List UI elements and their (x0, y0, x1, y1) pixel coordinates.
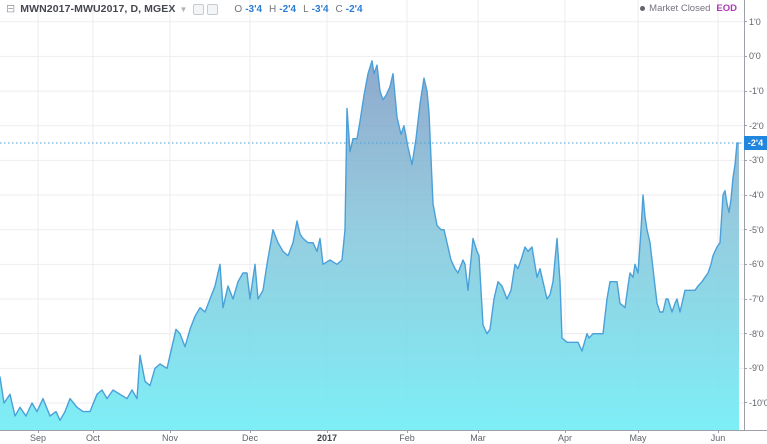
time-tick (93, 430, 94, 433)
chevron-down-icon[interactable]: ▼ (179, 4, 188, 14)
price-tick (744, 367, 747, 369)
time-tick-label: 2017 (316, 433, 338, 443)
time-tick (478, 430, 479, 433)
time-tick-label: Mar (470, 433, 486, 443)
chart-legend: ⊟ MWN2017-MWU2017, D, MGEX ▼ O -3'4 H -2'4 L… (6, 2, 363, 16)
ohlc-key: L (303, 3, 309, 15)
price-tick (744, 125, 747, 127)
collapse-legend-icon[interactable]: ⊟ (6, 2, 16, 15)
price-tick-label: 0'0 (749, 51, 761, 62)
time-tick-label: Nov (161, 433, 179, 443)
time-tick (407, 430, 408, 433)
price-tick-label: -7'0 (749, 294, 764, 304)
price-tick-label: -10'0 (749, 397, 767, 408)
price-tick-label: -4'0 (749, 190, 764, 201)
ohlc-key: O (234, 3, 243, 15)
ohlc-value: -2'4 (345, 3, 363, 15)
price-chart-pane[interactable] (0, 0, 744, 430)
time-tick-label: Sep (29, 433, 47, 443)
time-tick-label: Feb (399, 433, 415, 443)
time-tick (170, 430, 171, 433)
time-tick (327, 430, 328, 433)
time-tick (718, 430, 719, 433)
price-tick-label: -5'0 (749, 224, 764, 235)
eod-badge[interactable]: EOD (716, 3, 737, 14)
price-tick-label: -1'0 (749, 86, 764, 97)
ohlc-key: H (269, 3, 277, 15)
last-price-label: -2'4 (744, 136, 767, 151)
area-series-line (0, 60, 740, 421)
symbol-title[interactable]: MWN2017-MWU2017, D, MGEX (20, 3, 176, 15)
time-tick (250, 430, 251, 433)
price-tick (744, 402, 747, 404)
area-series-fill (0, 60, 739, 430)
market-status: Market Closed EOD (640, 3, 737, 14)
ohlc-key: C (335, 3, 343, 15)
price-tick-label: 1'0 (749, 16, 761, 27)
market-status-text: Market Closed (649, 3, 711, 14)
price-tick-label: -2'0 (749, 120, 764, 131)
time-tick-label: Jun (710, 433, 726, 443)
ohlc-value: -3'4 (245, 3, 263, 15)
market-closed-dot-icon (640, 6, 646, 11)
time-tick-label: Dec (241, 433, 259, 443)
time-tick-label: Oct (85, 433, 101, 443)
time-tick (638, 430, 639, 433)
ohlc-value: -2'4 (279, 3, 297, 15)
price-tick-label: -8'0 (749, 328, 764, 339)
price-tick (744, 55, 747, 57)
ohlc-values: O -3'4 H -2'4 L -3'4 C -2'4 (227, 4, 362, 15)
ohlc-value: -3'4 (311, 3, 329, 15)
time-axis[interactable]: Sep Oct Nov Dec 2017 Feb Mar Apr May Jun (0, 430, 767, 444)
price-tick-label: -9'0 (749, 363, 764, 374)
price-tick (744, 159, 747, 161)
time-tick (38, 430, 39, 433)
legend-settings-icon[interactable] (207, 3, 219, 15)
price-tick (744, 333, 747, 335)
price-axis[interactable]: 1'0 0'0 -1'0 -2'0 -3'0 -4'0 -5'0 -6'0 -7'0 -8'0 -9… (744, 0, 767, 430)
time-tick-label: Apr (557, 433, 573, 443)
legend-toggle-icon[interactable] (193, 3, 205, 15)
price-tick-label: -3'0 (749, 155, 764, 166)
price-tick (744, 21, 747, 23)
price-tick (744, 263, 747, 265)
time-tick-label: May (629, 433, 647, 443)
price-tick (744, 229, 747, 231)
price-tick-label: -6'0 (749, 259, 764, 270)
price-tick (744, 194, 747, 196)
time-tick (565, 430, 566, 433)
price-tick (744, 90, 747, 92)
price-tick (744, 298, 747, 300)
